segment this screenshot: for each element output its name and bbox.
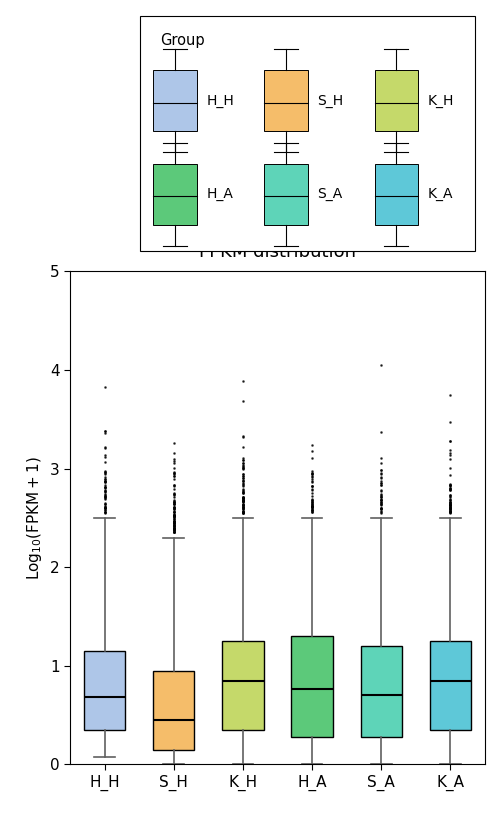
Bar xyxy=(154,71,197,132)
Text: S_H: S_H xyxy=(318,94,344,108)
Text: S_A: S_A xyxy=(318,187,343,201)
Text: Group: Group xyxy=(160,33,204,48)
Title: FPKM distribution: FPKM distribution xyxy=(199,243,356,261)
PathPatch shape xyxy=(292,636,333,737)
Text: K_A: K_A xyxy=(428,187,454,201)
Bar xyxy=(374,71,418,132)
PathPatch shape xyxy=(430,641,471,730)
Text: K_H: K_H xyxy=(428,94,454,108)
Text: H_H: H_H xyxy=(207,94,235,108)
Y-axis label: $\mathrm{Log_{10}(FPKM + 1)}$: $\mathrm{Log_{10}(FPKM + 1)}$ xyxy=(26,456,44,580)
Text: H_A: H_A xyxy=(207,187,234,201)
Bar xyxy=(264,164,308,225)
Bar xyxy=(374,164,418,225)
Bar xyxy=(154,164,197,225)
PathPatch shape xyxy=(360,646,402,737)
PathPatch shape xyxy=(84,651,126,730)
Bar xyxy=(264,71,308,132)
PathPatch shape xyxy=(153,671,194,750)
PathPatch shape xyxy=(222,641,264,730)
